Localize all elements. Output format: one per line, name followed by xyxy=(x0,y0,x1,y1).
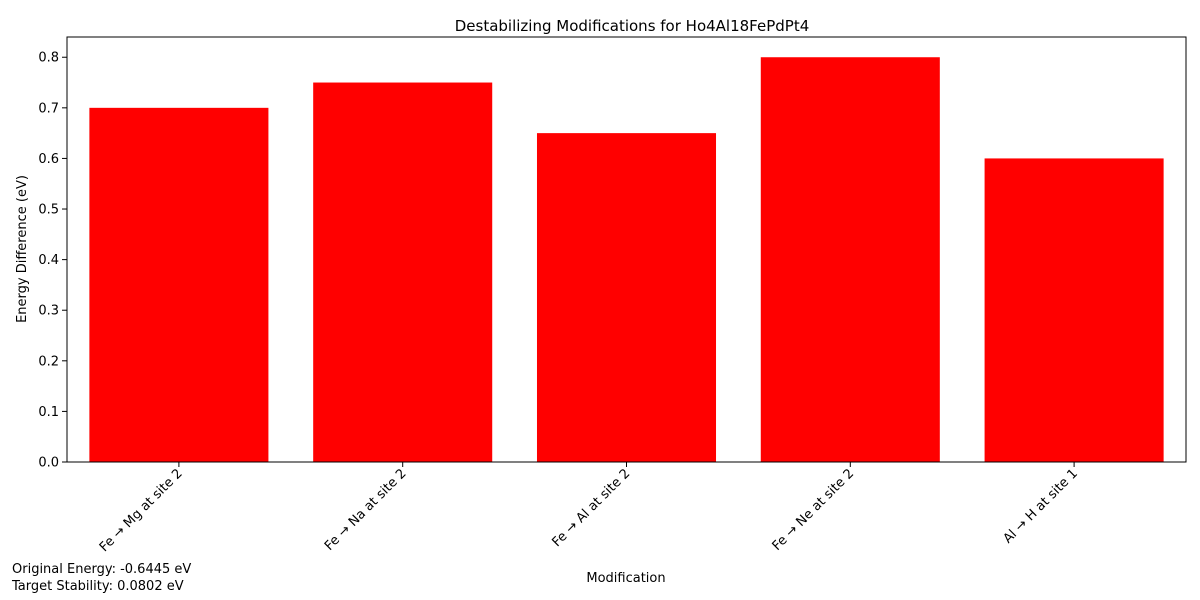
y-axis-label: Energy Difference (eV) xyxy=(15,175,30,323)
target-stability-note: Target Stability: 0.0802 eV xyxy=(12,579,184,594)
y-tick-label: 0.0 xyxy=(38,456,59,471)
y-tick-label: 0.6 xyxy=(38,152,59,167)
x-axis-label: Modification xyxy=(586,571,665,586)
chart-title: Destabilizing Modifications for Ho4Al18F… xyxy=(455,17,810,35)
x-tick-label: Al → H at site 1 xyxy=(1001,466,1081,546)
plot-frame xyxy=(66,36,1187,463)
y-tick-label: 0.3 xyxy=(38,304,59,319)
bar xyxy=(984,158,1164,462)
x-tick-label: Fe → Na at site 2 xyxy=(322,466,410,554)
bar xyxy=(536,133,717,462)
plot-area: 0.0 0.1 0.2 0.3 0.4 0.5 0.6 0.7 0.8 Fe → Mg at si… xyxy=(38,51,1164,555)
x-tick-label: Fe → Mg at site 2 xyxy=(97,466,186,555)
x-tick-label: Fe → Ne at site 2 xyxy=(770,466,858,554)
original-energy-note: Original Energy: -0.6445 eV xyxy=(12,562,192,577)
y-tick-label: 0.5 xyxy=(38,203,59,218)
y-tick-label: 0.7 xyxy=(38,101,59,116)
y-tick-label: 0.4 xyxy=(38,253,59,268)
y-tick-label: 0.8 xyxy=(38,51,59,66)
x-tick-label: Fe → Al at site 2 xyxy=(549,466,633,550)
bar xyxy=(760,57,940,462)
bar xyxy=(313,82,493,463)
bar xyxy=(89,107,269,462)
y-tick-label: 0.1 xyxy=(38,405,59,420)
y-tick-label: 0.2 xyxy=(38,354,59,369)
